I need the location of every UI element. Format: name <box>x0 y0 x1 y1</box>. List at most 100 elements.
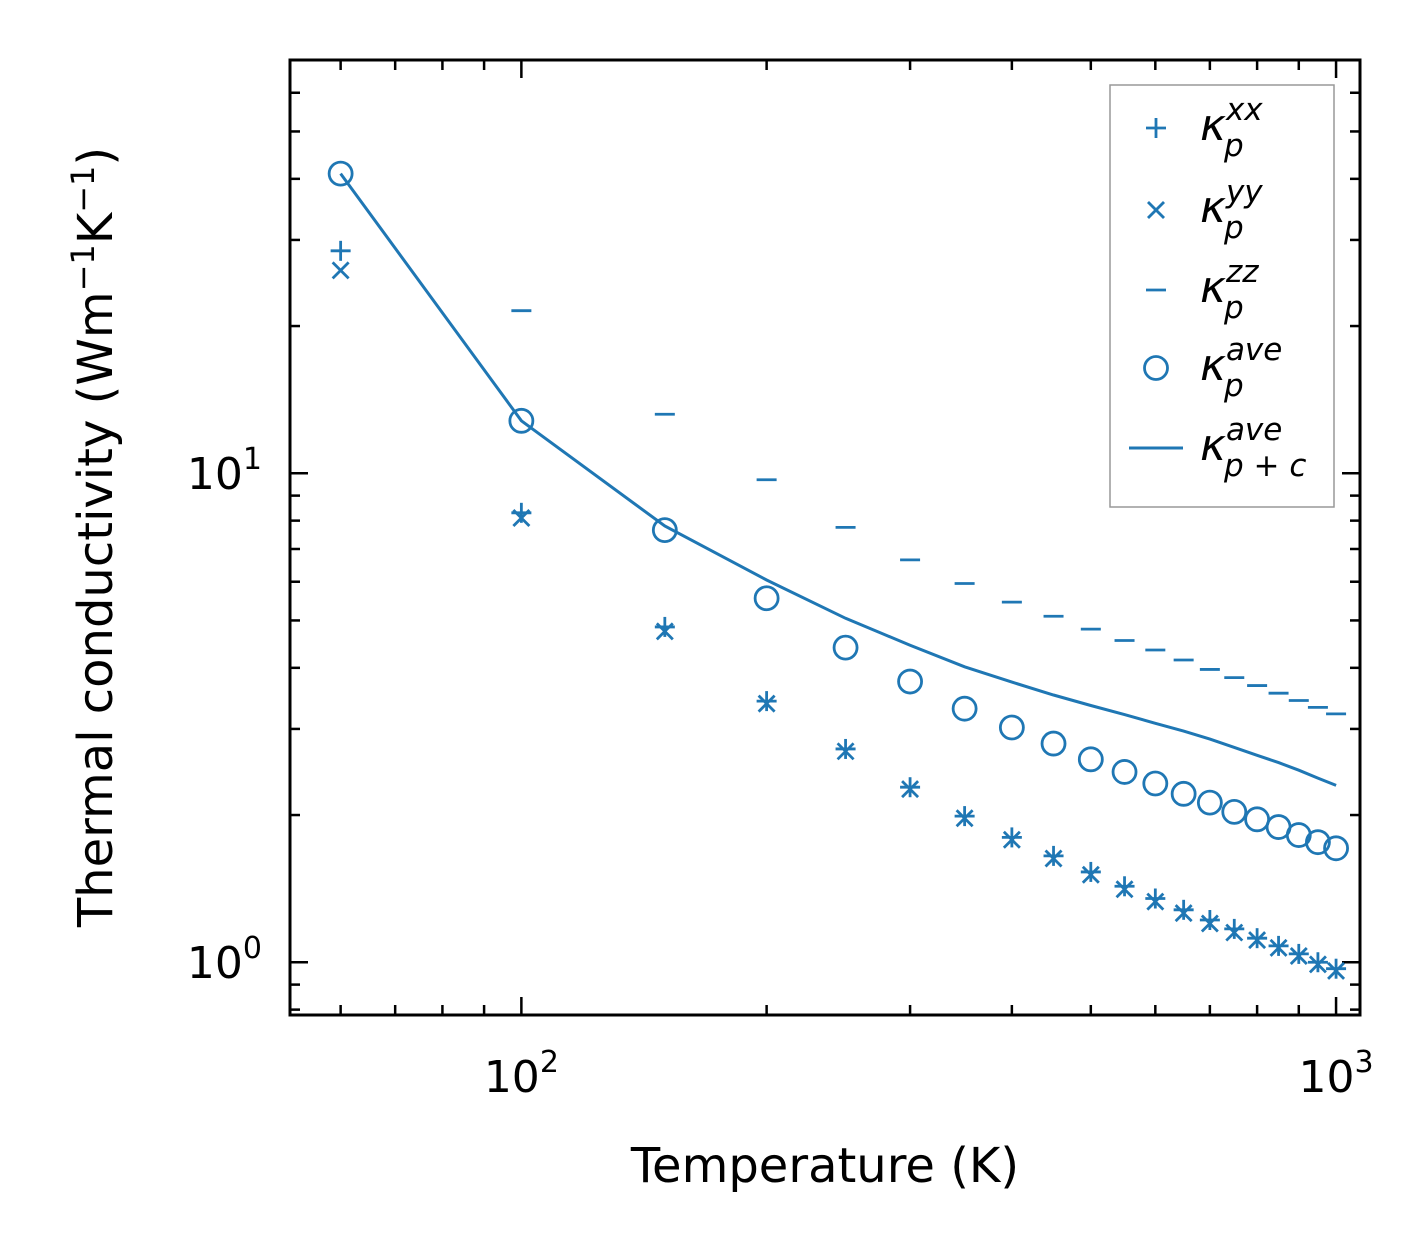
x-diag2 <box>955 809 974 828</box>
kappa_p_yy-point <box>1081 865 1100 884</box>
legend-label: κave p <box>1200 332 1282 404</box>
x-diag2 <box>1308 955 1327 974</box>
kappa_p_xx-point <box>654 616 675 637</box>
plot-frame <box>288 58 1362 1017</box>
x-diag2 <box>1081 865 1100 884</box>
kappa_p_yy-point <box>1269 938 1288 957</box>
x-diag2 <box>512 509 531 527</box>
kappa_p_yy-point <box>1308 955 1327 974</box>
x-diag2 <box>1225 923 1244 942</box>
y-tick-base: 10 <box>187 938 243 989</box>
kappa_p_yy-point <box>901 780 920 799</box>
kappa_p_yy-point <box>1002 830 1021 849</box>
kappa_p_yy-point <box>1200 914 1219 933</box>
x-diag2 <box>655 622 674 641</box>
y-axis-label-exp1: −1 <box>64 244 102 291</box>
kappa_p_ave-point <box>508 407 535 434</box>
minor-ticks <box>290 58 1360 1015</box>
kappa_p_ave-point <box>998 714 1025 741</box>
legend-label-sup: zz <box>1225 254 1259 290</box>
legend-label-sub: p <box>1223 368 1244 404</box>
x-diag2 <box>1248 931 1267 950</box>
x-diag2 <box>1174 904 1193 923</box>
kappa_p_yy-point <box>331 261 350 280</box>
x-diag2 <box>1115 880 1134 899</box>
legend-marker <box>1143 355 1169 381</box>
x-diag2 <box>901 780 920 799</box>
kappa_p_ave-point <box>1170 780 1197 807</box>
x-diag2 <box>1269 938 1288 957</box>
kappa_p_ave-point <box>1040 730 1067 757</box>
legend-entry: κave p <box>1143 332 1282 404</box>
kappa_pc_ave-line <box>339 172 1337 787</box>
x-diag2 <box>1044 849 1063 868</box>
kappa_p_yy-point <box>1289 946 1308 965</box>
y-tick-exp: 1 <box>243 442 262 477</box>
kappa_p_yy-point <box>836 742 855 761</box>
x-axis-label: Temperature (K) <box>630 1138 1019 1194</box>
kappa_p_yy-point <box>757 694 776 713</box>
y-axis-label-prefix: Thermal conductivity (Wm <box>68 291 124 928</box>
kappa_p_yy-point <box>1327 961 1346 980</box>
legend-entry: κzz p <box>1146 254 1259 326</box>
legend-entry: κxx p <box>1146 92 1263 164</box>
series-kappa_p_ave <box>327 160 1349 862</box>
kappa_p_xx-point <box>954 806 975 827</box>
legend-label: κxx p <box>1200 92 1263 164</box>
x-diag2 <box>1146 892 1165 911</box>
legend-marker <box>1146 118 1166 138</box>
kappa_p_yy-point <box>1248 931 1267 950</box>
legend-box <box>1109 84 1335 508</box>
x-diag2 <box>331 261 350 280</box>
kappa_p_yy-point <box>1174 904 1193 923</box>
kappa_p_xx-point <box>835 738 856 759</box>
y-axis-label-suffix: ) <box>68 147 124 166</box>
kappa_p_ave-point <box>832 634 859 661</box>
y-tick-base: 10 <box>187 449 243 500</box>
major-ticks <box>290 60 1360 1015</box>
kappa_p_ave-point <box>1111 759 1138 785</box>
kappa_p_xx-point <box>1114 876 1135 897</box>
x-tick-exp: 2 <box>540 1045 559 1080</box>
kappa_p_ave-point <box>1323 835 1349 862</box>
kappa_p_ave-point <box>651 517 678 544</box>
legend-label-sub: p + c <box>1223 448 1306 484</box>
x-tick-base: 10 <box>1299 1052 1355 1103</box>
kappa_p_yy-point <box>1225 923 1244 942</box>
kappa_p_xx-point <box>756 691 777 712</box>
kappa_p_ave-point <box>1077 746 1104 773</box>
legend-entry: κyy p <box>1147 174 1263 246</box>
kappa_p_ave-point <box>897 668 923 695</box>
x-diag2 <box>1327 961 1346 980</box>
x-diag2 <box>1289 946 1308 965</box>
kappa_p_xx-point <box>1307 952 1328 973</box>
kappa_p_yy-point <box>1044 849 1063 868</box>
kappa_p_xx-point <box>1288 943 1309 964</box>
kappa_p_ave-point <box>327 160 354 187</box>
kappa_p_ave-point <box>1221 798 1248 825</box>
kappa_p_xx-point <box>1173 899 1194 920</box>
legend-label-base: κ <box>1200 262 1226 313</box>
series-kappa_p_yy <box>331 261 1346 980</box>
kappa_p_xx-point <box>1145 888 1166 909</box>
y-tick-label: 101 <box>187 442 262 500</box>
x-diag2 <box>1147 201 1165 219</box>
legend-label: κave p + c <box>1200 412 1306 484</box>
legend-label-sup: ave <box>1226 332 1282 368</box>
legend-marker <box>1147 201 1165 219</box>
y-axis-label-exp2: −1 <box>64 166 102 213</box>
legend-label-sup: xx <box>1225 92 1263 128</box>
legend-label-sub: p <box>1223 210 1244 246</box>
legend-label-base: κ <box>1200 340 1226 391</box>
x-diag2 <box>836 742 855 761</box>
kappa_p_ave-point <box>753 585 780 612</box>
kappa_p_xx-point <box>330 240 351 261</box>
legend-label-base: κ <box>1200 100 1226 151</box>
x-tick-exp: 3 <box>1355 1045 1374 1080</box>
legend-label: κyy p <box>1200 174 1263 246</box>
kappa_p_yy-point <box>1115 880 1134 899</box>
legend-label-sup: ave <box>1226 412 1282 448</box>
legend-label-sub: p <box>1223 128 1244 164</box>
